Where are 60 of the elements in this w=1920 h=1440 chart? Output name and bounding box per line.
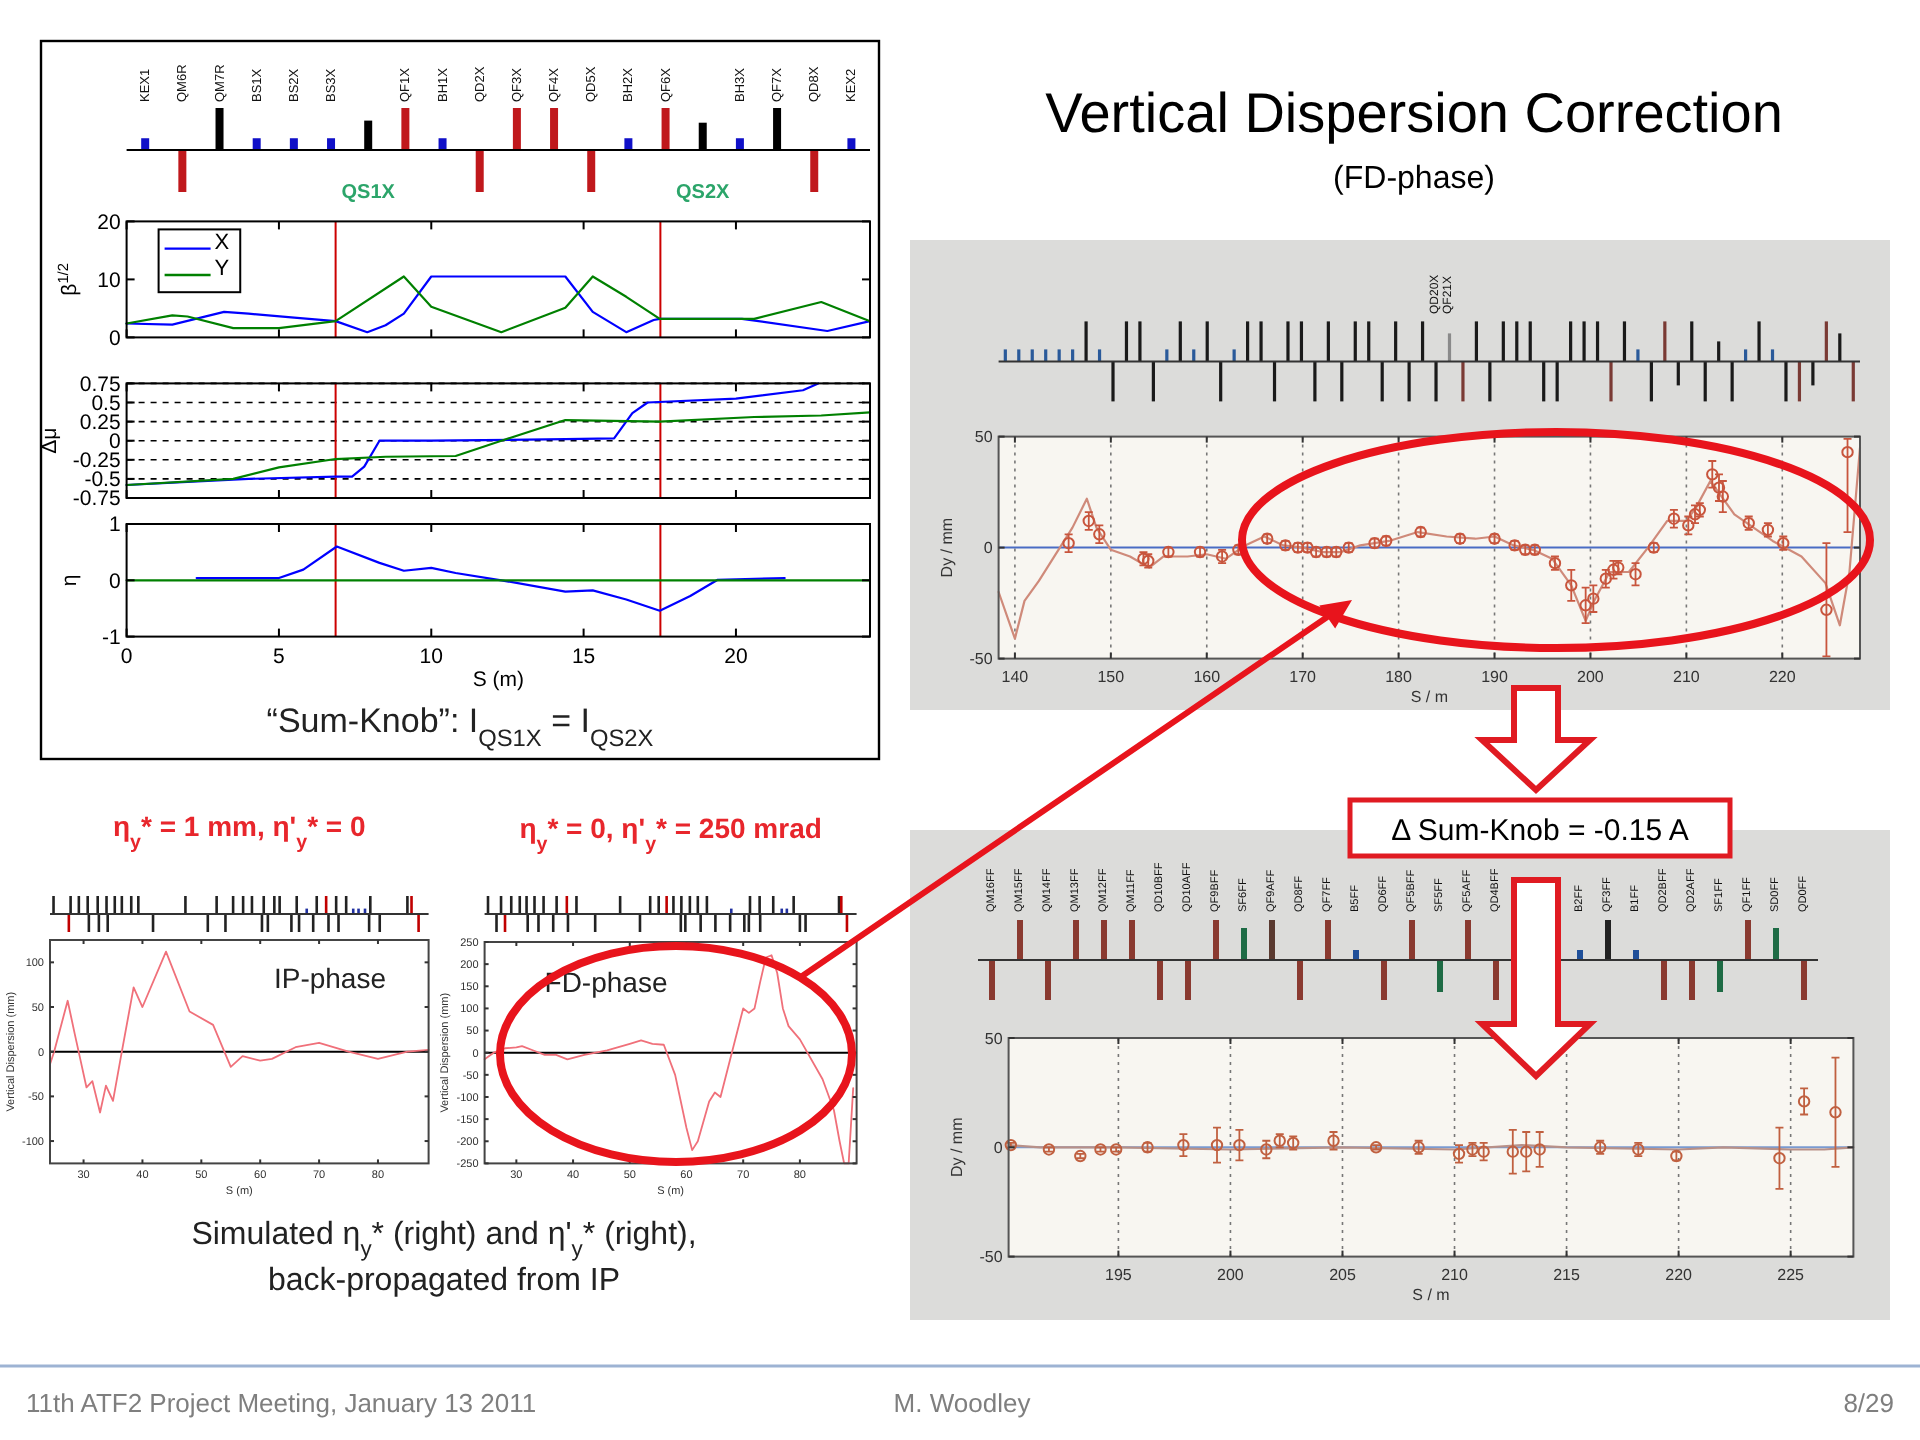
- x-tick-label: 220: [1768, 667, 1797, 686]
- y-axis-title: Dy / mm: [948, 1116, 966, 1178]
- y-tick-label: 1: [108, 513, 121, 538]
- x-tick-label: 20: [724, 644, 748, 669]
- text: Simulated η$_{y}$* (right) and η'$_{y}$* (right), back-propagated from IP: [191, 1218, 697, 1299]
- x-tick-label: 10: [419, 644, 444, 669]
- text: 11th ATF2 Project Meeting, January 13 2011: [26, 1388, 537, 1418]
- text: Vertical Dispersion Correction: [1045, 82, 1783, 144]
- y-tick-label: -0.75: [72, 487, 121, 512]
- x-tick-label: 220: [1665, 1265, 1694, 1284]
- y-tick-label: 0: [108, 326, 121, 351]
- x-tick-label: 150: [1097, 667, 1126, 686]
- x-tick-label: 225: [1777, 1265, 1806, 1284]
- x-tick-label: 180: [1385, 667, 1414, 686]
- x-tick-label: 195: [1105, 1265, 1133, 1284]
- y-tick-label: 0: [993, 1138, 1004, 1157]
- legend-label: X: [214, 230, 231, 255]
- x-tick-label: 15: [571, 644, 596, 669]
- x-axis-title: S / m: [1412, 1286, 1451, 1304]
- x-tick-label: 160: [1193, 667, 1222, 686]
- y-tick-label: 0.5: [91, 391, 121, 416]
- annotation: IP-phase: [273, 962, 387, 994]
- text: M. Woodley: [893, 1388, 1032, 1418]
- x-tick-label: 210: [1441, 1265, 1469, 1284]
- y-axis-title: η: [58, 574, 82, 587]
- y-tick-label: 0: [983, 539, 994, 558]
- y-tick-label: 50: [984, 1029, 1004, 1048]
- y-tick-label: 50: [974, 428, 994, 447]
- x-tick-label: 200: [1217, 1265, 1245, 1284]
- x-tick-label: 190: [1481, 667, 1509, 686]
- chart-title: η$_{y}$* = 0, η'$_{y}$* = 250 mrad: [519, 812, 822, 855]
- y-tick-label: -50: [979, 1248, 1004, 1267]
- y-tick-label: -1: [101, 625, 121, 650]
- x-axis-title: S (m): [472, 668, 524, 692]
- x-tick-label: 205: [1329, 1265, 1357, 1284]
- y-tick-label: -0.5: [84, 468, 121, 493]
- legend-label: Y: [214, 257, 231, 281]
- x-axis-title: S / m: [1410, 688, 1449, 706]
- y-tick-label: 0: [108, 430, 121, 455]
- y-axis-title: Dy / mm: [938, 517, 956, 578]
- annotation: QS2X: [676, 182, 731, 204]
- text: Δ Sum-Knob = -0.15 A: [1391, 814, 1689, 848]
- y-tick-label: -0.25: [72, 449, 121, 474]
- x-tick-label: 170: [1289, 667, 1318, 686]
- text: (FD-phase): [1333, 162, 1495, 196]
- x-tick-label: 140: [1001, 667, 1030, 686]
- x-tick-label: 5: [273, 644, 286, 669]
- x-tick-label: 210: [1673, 667, 1701, 686]
- y-tick-label: 0.75: [79, 372, 121, 397]
- text: 8/29: [1843, 1388, 1894, 1418]
- y-tick-label: -50: [969, 650, 994, 669]
- text: “Sum-Knob”: I$_{QS1X}$ = I$_{QS2X}$: [266, 702, 654, 752]
- chart-title: η$_{y}$* = 1 mm, η'$_{y}$* = 0: [112, 810, 367, 853]
- y-tick-label: 0: [108, 569, 121, 594]
- annotation: QS1X: [341, 182, 396, 204]
- x-tick-label: 215: [1553, 1265, 1582, 1284]
- y-axis-title: Δμ: [38, 427, 62, 454]
- y-tick-label: 20: [97, 210, 121, 235]
- x-tick-label: 200: [1577, 667, 1605, 686]
- y-tick-label: 0.25: [79, 410, 121, 435]
